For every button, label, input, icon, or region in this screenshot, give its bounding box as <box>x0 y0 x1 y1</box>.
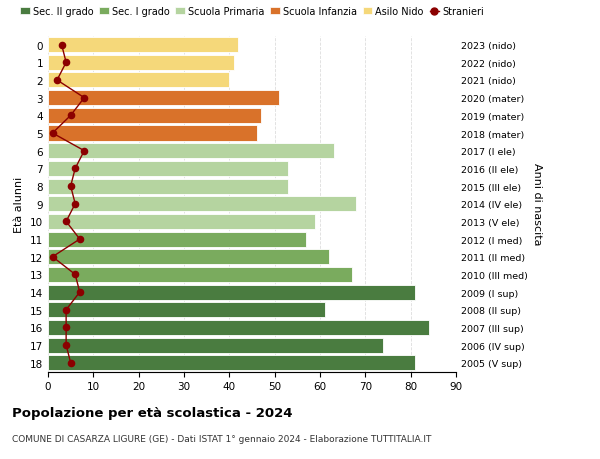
Y-axis label: Età alunni: Età alunni <box>14 176 25 232</box>
Bar <box>48 250 329 265</box>
Bar <box>48 232 307 247</box>
Point <box>61 341 71 349</box>
Point <box>66 359 76 367</box>
Point <box>61 218 71 225</box>
Point <box>61 60 71 67</box>
Point <box>66 183 76 190</box>
Bar <box>48 355 415 370</box>
Bar <box>48 302 325 318</box>
Bar <box>48 38 238 53</box>
Bar <box>48 285 415 300</box>
Text: Popolazione per età scolastica - 2024: Popolazione per età scolastica - 2024 <box>12 406 293 419</box>
Bar <box>48 109 261 123</box>
Bar <box>48 126 257 141</box>
Bar <box>48 179 288 194</box>
Point <box>57 42 67 49</box>
Bar <box>48 144 334 159</box>
Bar <box>48 320 429 335</box>
Point <box>48 130 58 137</box>
Point <box>70 201 80 208</box>
Text: COMUNE DI CASARZA LIGURE (GE) - Dati ISTAT 1° gennaio 2024 - Elaborazione TUTTIT: COMUNE DI CASARZA LIGURE (GE) - Dati IST… <box>12 434 431 443</box>
Point <box>79 95 89 102</box>
Bar <box>48 73 229 88</box>
Bar <box>48 56 234 71</box>
Bar <box>48 162 288 176</box>
Point <box>61 307 71 314</box>
Point <box>70 165 80 173</box>
Legend: Sec. II grado, Sec. I grado, Scuola Primaria, Scuola Infanzia, Asilo Nido, Stran: Sec. II grado, Sec. I grado, Scuola Prim… <box>16 3 488 21</box>
Point <box>66 112 76 120</box>
Point <box>52 77 62 84</box>
Point <box>79 148 89 155</box>
Bar <box>48 197 356 212</box>
Bar <box>48 338 383 353</box>
Point <box>61 324 71 331</box>
Point <box>70 271 80 279</box>
Bar <box>48 214 316 230</box>
Bar <box>48 267 352 282</box>
Point <box>75 236 85 243</box>
Bar <box>48 91 279 106</box>
Point <box>75 289 85 296</box>
Y-axis label: Anni di nascita: Anni di nascita <box>532 163 542 246</box>
Point <box>48 253 58 261</box>
